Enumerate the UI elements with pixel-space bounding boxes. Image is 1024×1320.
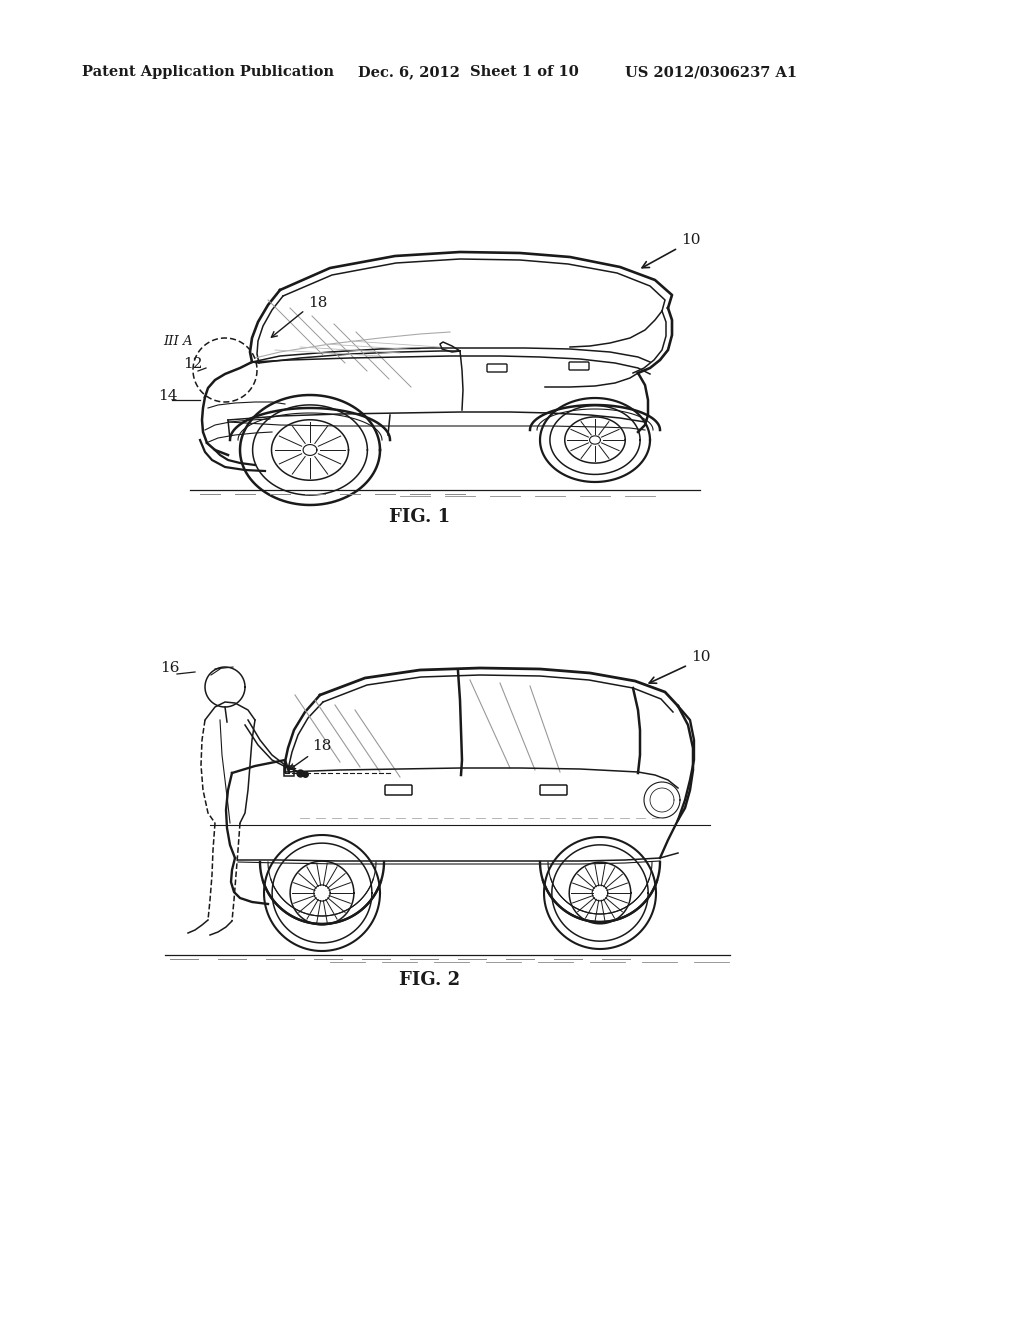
Text: FIG. 2: FIG. 2 <box>399 972 461 989</box>
Text: Dec. 6, 2012: Dec. 6, 2012 <box>358 65 460 79</box>
FancyBboxPatch shape <box>540 785 567 795</box>
FancyBboxPatch shape <box>385 785 412 795</box>
Text: FIG. 1: FIG. 1 <box>389 508 451 525</box>
Text: 16: 16 <box>160 661 179 675</box>
Text: 14: 14 <box>158 389 177 403</box>
Text: Sheet 1 of 10: Sheet 1 of 10 <box>470 65 579 79</box>
FancyBboxPatch shape <box>569 362 589 370</box>
Text: 10: 10 <box>691 649 711 664</box>
Text: 10: 10 <box>681 234 700 247</box>
Text: US 2012/0306237 A1: US 2012/0306237 A1 <box>625 65 797 79</box>
Text: III A: III A <box>163 335 193 348</box>
FancyBboxPatch shape <box>487 364 507 372</box>
Text: 18: 18 <box>308 296 328 310</box>
FancyBboxPatch shape <box>284 766 294 776</box>
Text: 18: 18 <box>312 739 332 752</box>
Text: 12: 12 <box>183 356 203 371</box>
Text: Patent Application Publication: Patent Application Publication <box>82 65 334 79</box>
